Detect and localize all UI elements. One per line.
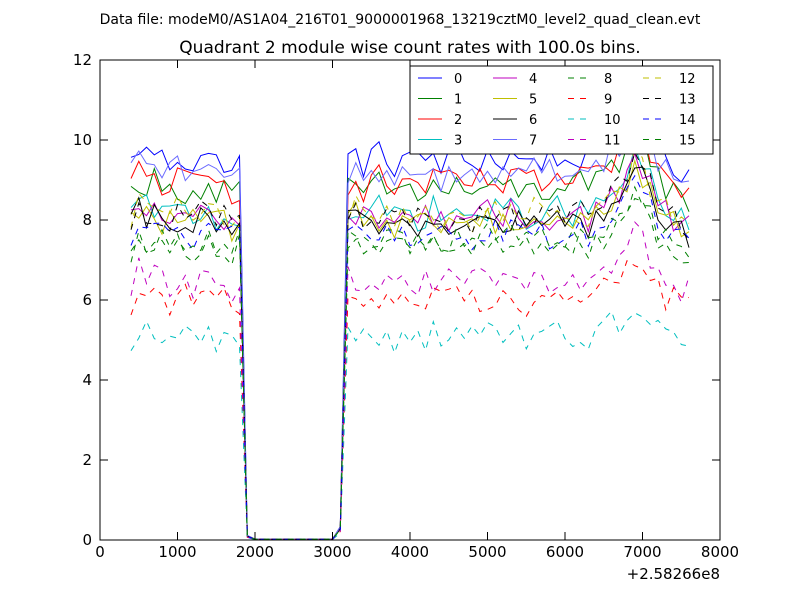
legend-label-15: 15: [679, 134, 696, 149]
series-layer: [130, 89, 690, 540]
y-tick-label: 4: [82, 371, 92, 389]
series-line-1: [130, 129, 690, 540]
legend-label-4: 4: [529, 72, 537, 87]
series-line-15: [130, 185, 690, 540]
x-tick-label: 5000: [468, 543, 506, 561]
y-tick-label: 0: [82, 531, 92, 549]
legend-label-5: 5: [529, 93, 537, 108]
legend-label-0: 0: [454, 72, 462, 87]
x-tick-label: 0: [95, 543, 105, 561]
x-tick-label: 8000: [701, 543, 739, 561]
x-tick-label: 1000: [158, 543, 196, 561]
legend-label-9: 9: [604, 93, 612, 108]
x-tick-label: 6000: [546, 543, 584, 561]
legend-label-6: 6: [529, 113, 537, 128]
legend-label-2: 2: [454, 113, 462, 128]
legend-label-13: 13: [679, 93, 696, 108]
x-tick-label: 4000: [391, 543, 429, 561]
series-line-8: [130, 197, 690, 540]
legend-label-12: 12: [679, 72, 696, 87]
chart-suptitle: Data file: modeM0/AS1A04_216T01_90000019…: [100, 12, 701, 28]
legend-label-1: 1: [454, 93, 462, 108]
series-line-11: [130, 221, 690, 540]
legend-frame: [409, 65, 714, 155]
series-line-3: [130, 144, 690, 540]
y-tick-label: 12: [73, 51, 92, 69]
legend-label-11: 11: [604, 134, 621, 149]
legend-label-10: 10: [604, 113, 621, 128]
x-tick-label: 2000: [236, 543, 274, 561]
series-line-14: [130, 174, 690, 540]
series-line-2: [130, 105, 690, 540]
legend-label-14: 14: [679, 113, 696, 128]
legend-label-3: 3: [454, 134, 462, 149]
series-line-13: [130, 151, 690, 540]
series-line-10: [130, 310, 690, 540]
legend-label-8: 8: [604, 72, 612, 87]
series-line-4: [130, 152, 690, 540]
y-tick-label: 2: [82, 451, 92, 469]
series-line-6: [130, 166, 690, 540]
series-line-12: [130, 144, 690, 540]
x-offset-label: +2.58266e8: [627, 565, 720, 583]
ticks-layer: 0 1000 2000 3000 4000 5000 6000 7000 80000246810…: [73, 51, 739, 561]
x-tick-label: 3000: [313, 543, 351, 561]
series-line-7: [130, 110, 690, 540]
series-line-0: [130, 89, 690, 540]
y-tick-label: 6: [82, 291, 92, 309]
y-tick-label: 10: [73, 131, 92, 149]
series-line-9: [130, 260, 690, 540]
chart-title: Quadrant 2 module wise count rates with …: [179, 38, 640, 58]
x-tick-label: 7000: [623, 543, 661, 561]
y-tick-label: 8: [82, 211, 92, 229]
legend-label-7: 7: [529, 134, 537, 149]
